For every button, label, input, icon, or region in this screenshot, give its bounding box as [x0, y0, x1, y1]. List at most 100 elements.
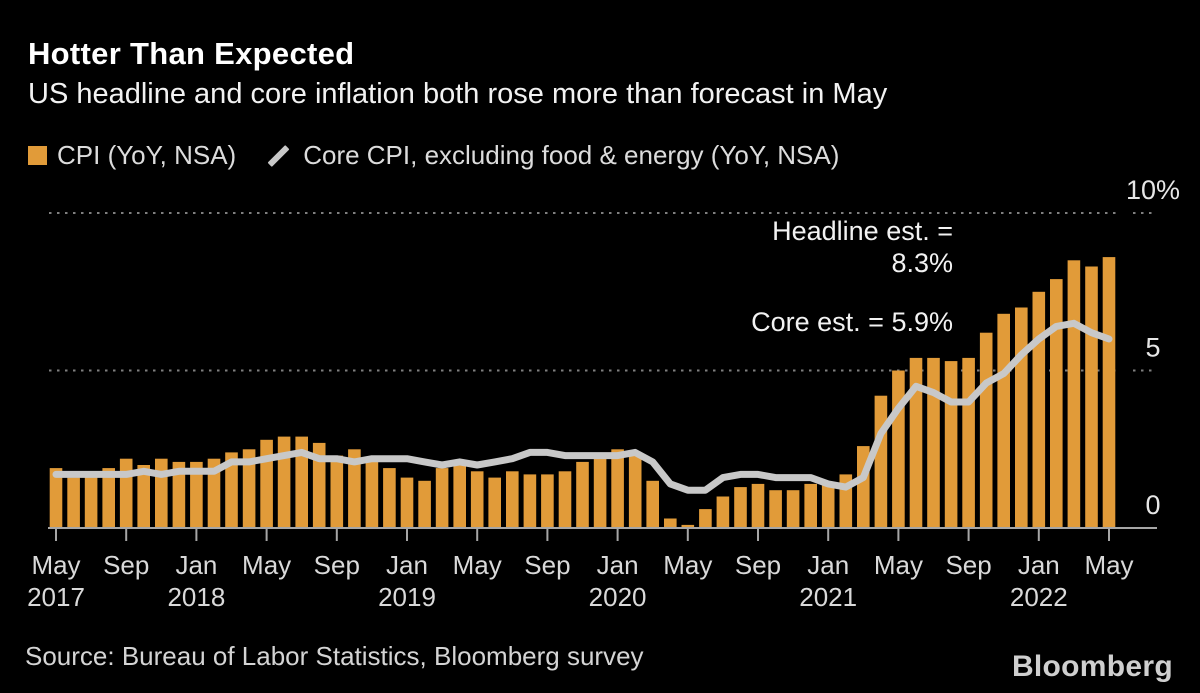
x-tick-year: 2021 — [799, 582, 857, 612]
cpi-bar — [769, 490, 782, 528]
cpi-bar — [1015, 307, 1028, 528]
cpi-bar — [155, 458, 168, 528]
cpi-bar — [453, 465, 466, 528]
cpi-bar — [400, 477, 414, 528]
y-tick-label: 0 — [1145, 490, 1160, 520]
cpi-bar — [681, 524, 695, 529]
cpi-bar — [49, 468, 63, 528]
cpi-bar — [1102, 257, 1116, 528]
cpi-bar — [892, 370, 905, 528]
x-tick-month: Sep — [945, 550, 991, 580]
x-tick-month: Jan — [597, 550, 639, 580]
cpi-bar — [611, 449, 624, 529]
cpi-bar — [734, 487, 747, 529]
bar-swatch-icon — [28, 146, 47, 165]
x-tick-month: Jan — [1018, 550, 1060, 580]
cpi-bar — [190, 461, 203, 529]
cpi-bars — [49, 257, 1116, 529]
cpi-bar — [576, 461, 589, 529]
cpi-bar — [909, 357, 923, 528]
cpi-bar — [277, 436, 291, 528]
cpi-bar — [1050, 279, 1063, 528]
cpi-bar — [225, 452, 238, 528]
cpi-bar — [751, 483, 765, 528]
cpi-bar — [821, 483, 835, 528]
x-tick-month: Jan — [175, 550, 217, 580]
cpi-bar — [804, 483, 817, 528]
cpi-bar — [962, 357, 975, 528]
x-tick-year: 2022 — [1010, 582, 1068, 612]
cpi-bar — [628, 455, 642, 528]
cpi-bar — [541, 474, 554, 528]
cpi-bar — [558, 471, 572, 528]
x-tick-month: May — [663, 550, 712, 580]
annotation-core-estimate: Core est. = 5.9% — [751, 307, 953, 337]
cpi-bar — [67, 477, 80, 528]
cpi-bar — [119, 458, 133, 528]
legend: CPI (YoY, NSA) Core CPI, excluding food … — [28, 140, 865, 171]
cpi-bar — [699, 509, 712, 528]
y-tick-label: 10% — [1126, 175, 1180, 205]
cpi-bar — [418, 480, 431, 529]
cpi-bar — [997, 313, 1010, 528]
x-tick-month: Sep — [735, 550, 781, 580]
chart-subtitle: US headline and core inflation both rose… — [28, 78, 888, 110]
annotation-headline-estimate-value: 8.3% — [891, 248, 953, 278]
cpi-bar — [786, 490, 800, 528]
cpi-bar — [137, 465, 150, 528]
cpi-bar — [330, 455, 344, 528]
x-tick-year: 2019 — [378, 582, 436, 612]
cpi-bar — [435, 468, 449, 528]
bloomberg-logo: Bloomberg — [1011, 650, 1173, 683]
x-tick-year: 2020 — [589, 582, 647, 612]
cpi-bar — [664, 518, 677, 528]
cpi-bar — [488, 477, 501, 528]
legend-label-cpi: CPI (YoY, NSA) — [57, 140, 237, 170]
cpi-bar — [979, 332, 993, 528]
core-cpi-line — [52, 319, 1113, 494]
cpi-bar — [1085, 266, 1098, 528]
x-tick-month: Jan — [807, 550, 849, 580]
x-tick-month: Sep — [103, 550, 149, 580]
cpi-bar — [260, 439, 273, 528]
cpi-bar — [646, 480, 659, 529]
cpi-bar — [470, 471, 484, 528]
cpi-bar — [523, 474, 537, 528]
cpi-bar — [383, 468, 396, 528]
cpi-bar — [102, 468, 115, 528]
x-tick-month: May — [453, 550, 502, 580]
cpi-bar — [593, 455, 607, 528]
cpi-bar — [506, 471, 519, 528]
x-tick-month: Jan — [386, 550, 428, 580]
cpi-bar — [172, 461, 186, 529]
cpi-bar — [365, 458, 379, 528]
cpi-bar — [84, 474, 98, 528]
annotation-headline-estimate-line1: Headline est. = — [772, 216, 953, 246]
x-tick-month: Sep — [524, 550, 570, 580]
source-note: Source: Bureau of Labor Statistics, Bloo… — [25, 641, 644, 671]
x-tick-month: May — [874, 550, 923, 580]
cpi-bar — [1032, 291, 1046, 529]
y-tick-label: 5 — [1145, 333, 1160, 363]
x-tick-year: 2017 — [27, 582, 85, 612]
x-tick-month: May — [242, 550, 291, 580]
x-tick-month: May — [31, 550, 80, 580]
cpi-bar — [348, 449, 361, 529]
legend-item-cpi: CPI (YoY, NSA) — [28, 140, 236, 171]
cpi-bar — [874, 395, 888, 528]
cpi-bar — [927, 357, 940, 528]
cpi-bar — [207, 458, 221, 528]
x-tick-year: 2018 — [167, 582, 225, 612]
cpi-bar — [312, 442, 326, 528]
legend-label-core-cpi: Core CPI, excluding food & energy (YoY, … — [303, 140, 840, 170]
cpi-bar — [1067, 260, 1081, 529]
cpi-bar — [944, 361, 958, 528]
chart-title: Hotter Than Expected — [28, 36, 355, 71]
cpi-bar — [295, 436, 308, 528]
x-tick-month: Sep — [314, 550, 360, 580]
x-tick-month: May — [1084, 550, 1133, 580]
cpi-bar — [242, 449, 256, 529]
